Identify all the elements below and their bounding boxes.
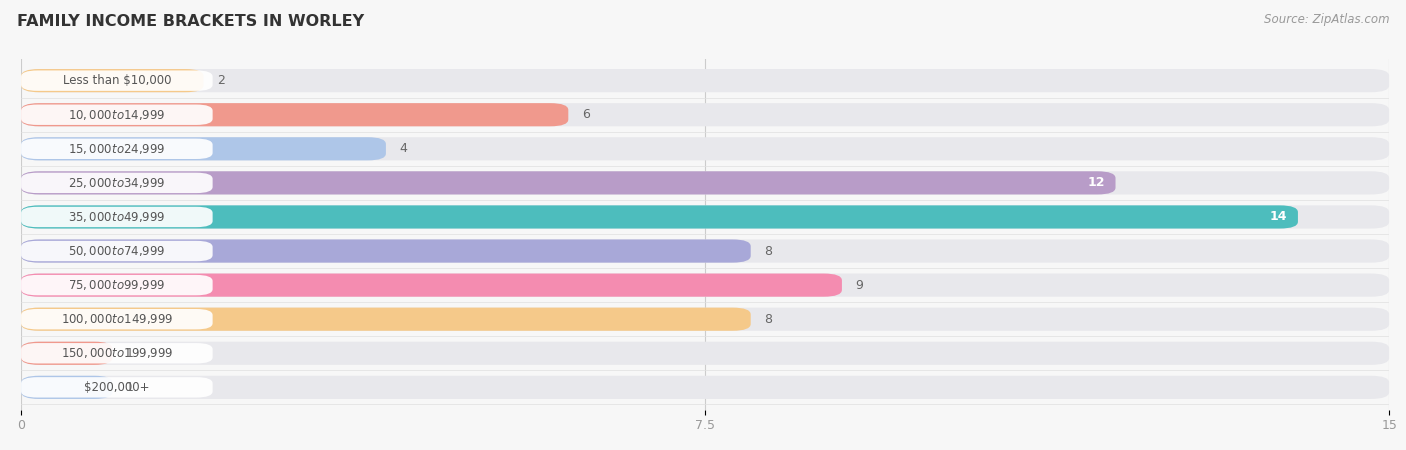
Text: 1: 1: [127, 347, 134, 360]
Text: $15,000 to $24,999: $15,000 to $24,999: [67, 142, 166, 156]
Text: 8: 8: [765, 244, 772, 257]
Text: 8: 8: [765, 313, 772, 326]
Text: $35,000 to $49,999: $35,000 to $49,999: [67, 210, 166, 224]
Text: 2: 2: [217, 74, 225, 87]
FancyBboxPatch shape: [21, 103, 1389, 126]
Text: Less than $10,000: Less than $10,000: [63, 74, 172, 87]
FancyBboxPatch shape: [21, 239, 1389, 263]
Text: 1: 1: [127, 381, 134, 394]
FancyBboxPatch shape: [21, 309, 212, 329]
Text: $150,000 to $199,999: $150,000 to $199,999: [60, 346, 173, 360]
FancyBboxPatch shape: [21, 342, 112, 365]
FancyBboxPatch shape: [21, 205, 1389, 229]
FancyBboxPatch shape: [21, 173, 212, 193]
Text: 12: 12: [1087, 176, 1105, 189]
FancyBboxPatch shape: [21, 241, 212, 261]
FancyBboxPatch shape: [21, 69, 1389, 92]
FancyBboxPatch shape: [21, 71, 212, 91]
FancyBboxPatch shape: [21, 137, 385, 160]
FancyBboxPatch shape: [21, 205, 1298, 229]
FancyBboxPatch shape: [21, 274, 842, 297]
FancyBboxPatch shape: [21, 377, 212, 397]
Text: $25,000 to $34,999: $25,000 to $34,999: [67, 176, 166, 190]
Text: $100,000 to $149,999: $100,000 to $149,999: [60, 312, 173, 326]
Text: 9: 9: [856, 279, 863, 292]
Text: $50,000 to $74,999: $50,000 to $74,999: [67, 244, 166, 258]
FancyBboxPatch shape: [21, 207, 212, 227]
FancyBboxPatch shape: [21, 274, 1389, 297]
FancyBboxPatch shape: [21, 275, 212, 295]
FancyBboxPatch shape: [21, 103, 568, 126]
FancyBboxPatch shape: [21, 342, 1389, 365]
Text: $200,000+: $200,000+: [84, 381, 149, 394]
Text: $10,000 to $14,999: $10,000 to $14,999: [67, 108, 166, 122]
Text: 4: 4: [399, 142, 408, 155]
FancyBboxPatch shape: [21, 343, 212, 364]
Text: $75,000 to $99,999: $75,000 to $99,999: [67, 278, 166, 292]
FancyBboxPatch shape: [21, 308, 751, 331]
FancyBboxPatch shape: [21, 171, 1389, 194]
Text: 14: 14: [1270, 211, 1286, 224]
FancyBboxPatch shape: [21, 171, 1115, 194]
FancyBboxPatch shape: [21, 376, 1389, 399]
Text: Source: ZipAtlas.com: Source: ZipAtlas.com: [1264, 14, 1389, 27]
FancyBboxPatch shape: [21, 308, 1389, 331]
FancyBboxPatch shape: [21, 69, 204, 92]
FancyBboxPatch shape: [21, 239, 751, 263]
Text: FAMILY INCOME BRACKETS IN WORLEY: FAMILY INCOME BRACKETS IN WORLEY: [17, 14, 364, 28]
FancyBboxPatch shape: [21, 137, 1389, 160]
FancyBboxPatch shape: [21, 139, 212, 159]
Text: 6: 6: [582, 108, 591, 121]
FancyBboxPatch shape: [21, 376, 112, 399]
FancyBboxPatch shape: [21, 104, 212, 125]
